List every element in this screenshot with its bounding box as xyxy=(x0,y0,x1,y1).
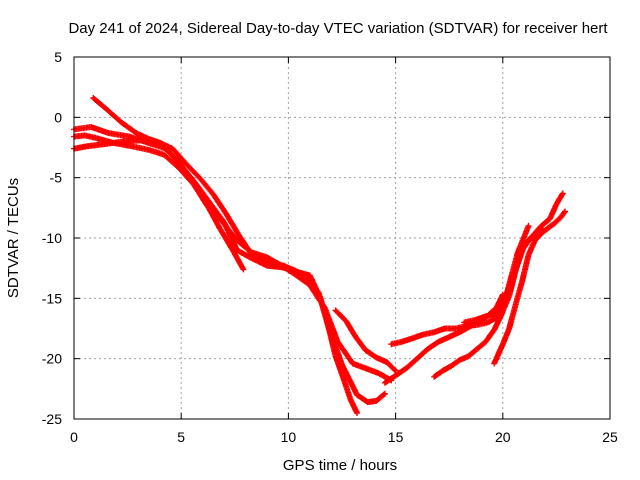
series-track-4 xyxy=(90,95,360,416)
y-tick-label: -5 xyxy=(50,170,63,186)
data-points xyxy=(71,95,568,416)
series-track-8 xyxy=(431,225,545,380)
x-tick-label: 10 xyxy=(281,429,297,445)
axis-ticks: 0 5 10 15 20 25 5 0 -5 -10 -15 -20 -25 xyxy=(42,49,618,445)
series-track-5 xyxy=(332,307,399,374)
data-point-markers xyxy=(71,132,395,384)
grid-lines xyxy=(74,57,610,419)
y-tick-label: -15 xyxy=(42,290,62,306)
data-point-markers xyxy=(90,95,360,416)
y-tick-label: -10 xyxy=(42,230,62,246)
series-track-2 xyxy=(71,132,395,384)
x-tick-label: 0 xyxy=(70,429,78,445)
x-tick-label: 20 xyxy=(495,429,511,445)
x-tick-label: 15 xyxy=(388,429,404,445)
series-track-9 xyxy=(461,190,566,326)
data-point-markers xyxy=(461,190,566,326)
x-axis-label: GPS time / hours xyxy=(283,457,397,474)
y-tick-label: -25 xyxy=(42,411,62,427)
data-point-markers xyxy=(491,208,568,367)
x-tick-label: 5 xyxy=(177,429,185,445)
y-tick-label: 0 xyxy=(54,109,62,125)
y-tick-label: -20 xyxy=(42,351,62,367)
x-tick-label: 25 xyxy=(602,429,618,445)
y-tick-label: 5 xyxy=(54,49,62,65)
chart-title: Day 241 of 2024, Sidereal Day-to-day VTE… xyxy=(68,20,608,37)
series-track-10 xyxy=(491,208,568,367)
data-point-markers xyxy=(332,307,399,374)
y-axis-label: SDTVAR / TECUs xyxy=(5,178,22,298)
data-point-markers xyxy=(431,225,545,380)
